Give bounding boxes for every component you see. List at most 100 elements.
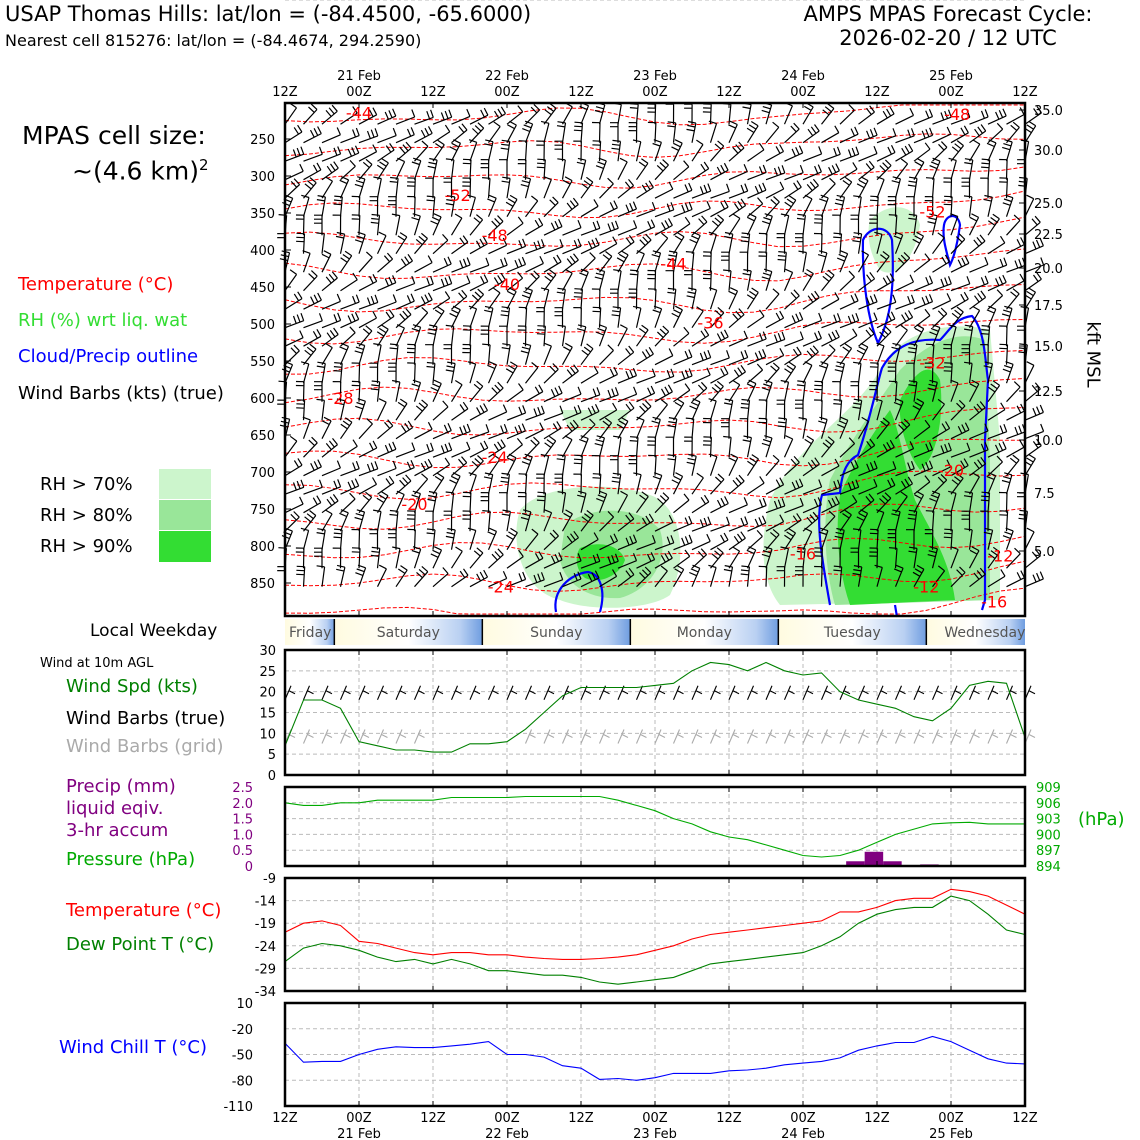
wind-barb: [580, 199, 599, 218]
wind-barb: [543, 196, 559, 218]
wind-barb: [450, 213, 463, 236]
wind-barb-true: [321, 685, 333, 700]
wind-barb: [691, 183, 712, 199]
wind-barb: [929, 490, 941, 513]
wind-barb: [321, 312, 342, 329]
wind-barb: [303, 177, 317, 199]
wind-barb: [784, 346, 802, 366]
temperature-contour-label: -16: [981, 593, 1007, 612]
wind-barb: [665, 103, 675, 125]
wind-barb-true: [802, 685, 814, 700]
wind-barb: [964, 361, 973, 384]
windchill-label: Wind Chill T (°C): [59, 1037, 207, 1058]
wind-barb: [691, 494, 710, 514]
wind-barbs: [277, 102, 1045, 588]
temperature-contour-label: -48: [482, 226, 508, 245]
wind-barb: [950, 255, 970, 273]
wind-barb: [691, 533, 711, 551]
wind-barb: [950, 140, 964, 162]
wind-barb: [636, 219, 656, 236]
wind-barb: [336, 564, 346, 587]
wind-barb: [617, 567, 635, 588]
wind-speed-tick: 15: [259, 707, 276, 722]
wind-barb: [469, 257, 490, 273]
wind-barb-true: [950, 685, 962, 700]
wind-barb: [595, 157, 607, 180]
temperature-tick: -14: [255, 895, 276, 910]
wind-barb: [671, 472, 684, 495]
legend-wind-barbs: Wind Barbs (kts) (true): [18, 383, 224, 404]
wind-barb: [506, 549, 524, 569]
wind-barb-grid: [654, 729, 666, 744]
temperature-tick: -24: [255, 940, 276, 955]
wind-barb: [802, 124, 820, 144]
wind-barb-grid: [617, 729, 629, 744]
wind-barb: [913, 253, 931, 273]
wind-barb: [358, 107, 378, 125]
wind-barb-true: [857, 685, 869, 700]
wind-barb: [617, 386, 638, 403]
wind-barb: [562, 404, 582, 421]
wind-barb: [802, 435, 815, 458]
wind-barb: [654, 384, 673, 403]
wind-barb: [411, 324, 422, 347]
wind-barb: [500, 306, 511, 328]
wind-barb-true: [395, 685, 407, 700]
wind-barb: [543, 254, 562, 273]
wind-barb: [969, 423, 989, 440]
wind-barb: [758, 232, 768, 254]
wind-barb: [358, 310, 378, 329]
wind-barb: [613, 269, 622, 291]
wind-barb: [968, 472, 980, 495]
wind-barb: [814, 565, 823, 587]
wind-barb: [488, 454, 501, 477]
wind-barb: [913, 308, 931, 329]
wind-barb: [689, 564, 701, 587]
wind-barb: [999, 510, 1009, 532]
wind-barb: [340, 417, 353, 440]
wind-barb: [723, 269, 732, 291]
wind-barb: [576, 157, 587, 180]
wind-barb: [525, 436, 540, 458]
wind-barb: [395, 398, 408, 421]
bottom-time-tick: 00Z: [938, 1111, 964, 1126]
wind-barb: [445, 324, 455, 347]
wind-barb: [599, 402, 618, 421]
wind-barb: [321, 127, 341, 144]
wind-barb: [821, 479, 841, 495]
wind-barb: [300, 527, 310, 550]
wind-barb: [906, 529, 915, 550]
wind-barb: [284, 435, 298, 458]
wind-barb: [981, 158, 991, 180]
wind-barb: [377, 252, 394, 273]
wind-barb: [689, 398, 701, 421]
windchill-tick: -80: [232, 1074, 253, 1089]
wind-barb: [636, 368, 656, 384]
wind-barb: [895, 324, 908, 347]
top-time-tick: 00Z: [790, 85, 816, 100]
wind-barb: [284, 163, 304, 181]
wind-barb: [358, 274, 378, 292]
wind-barb: [506, 105, 524, 125]
wind-barb: [520, 509, 532, 532]
temperature-contour-label: -52: [445, 186, 471, 205]
wind-barb: [525, 255, 544, 273]
wind-barb: [369, 196, 379, 217]
weekday-cell: [630, 619, 779, 645]
wind-barb: [924, 196, 934, 217]
wind-barb: [480, 325, 490, 347]
wind-barb: [913, 275, 934, 292]
wind-barb: [617, 367, 638, 384]
wind-barb-true: [746, 685, 758, 700]
wind-barb: [358, 461, 379, 477]
wind-barb: [633, 472, 642, 495]
wind-barb: [339, 509, 349, 532]
top-time-tick: 00Z: [494, 85, 520, 100]
wind-barb: [869, 547, 879, 569]
wind-barb: [765, 165, 786, 181]
wind-barb: [540, 287, 550, 310]
wind-barb: [964, 158, 974, 180]
wind-barb: [303, 479, 323, 495]
wind-barb: [617, 401, 635, 421]
weekday-label: Monday: [677, 625, 732, 641]
